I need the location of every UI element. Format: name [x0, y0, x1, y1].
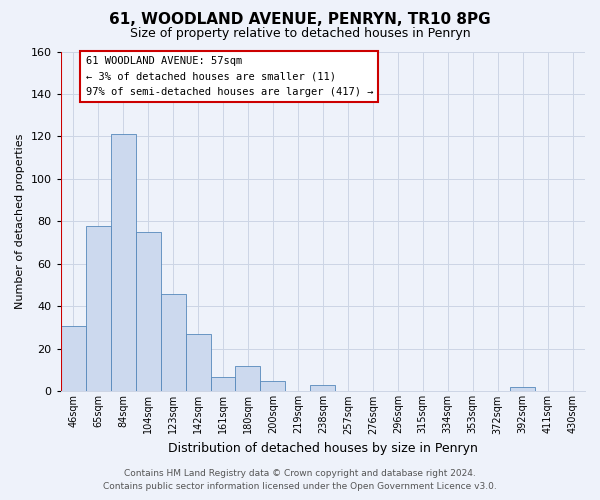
Text: Contains HM Land Registry data © Crown copyright and database right 2024.
Contai: Contains HM Land Registry data © Crown c… [103, 470, 497, 491]
Bar [211, 376, 235, 392]
X-axis label: Distribution of detached houses by size in Penryn: Distribution of detached houses by size … [168, 442, 478, 455]
Bar [310, 385, 335, 392]
Bar [161, 294, 185, 392]
Y-axis label: Number of detached properties: Number of detached properties [15, 134, 25, 309]
Bar [235, 366, 260, 392]
Text: Size of property relative to detached houses in Penryn: Size of property relative to detached ho… [130, 28, 470, 40]
Bar [185, 334, 211, 392]
Bar [86, 226, 110, 392]
Bar [136, 232, 161, 392]
Text: 61, WOODLAND AVENUE, PENRYN, TR10 8PG: 61, WOODLAND AVENUE, PENRYN, TR10 8PG [109, 12, 491, 28]
Bar [260, 381, 286, 392]
Bar [510, 387, 535, 392]
Bar [61, 326, 86, 392]
Text: 61 WOODLAND AVENUE: 57sqm
← 3% of detached houses are smaller (11)
97% of semi-d: 61 WOODLAND AVENUE: 57sqm ← 3% of detach… [86, 56, 373, 97]
Bar [110, 134, 136, 392]
